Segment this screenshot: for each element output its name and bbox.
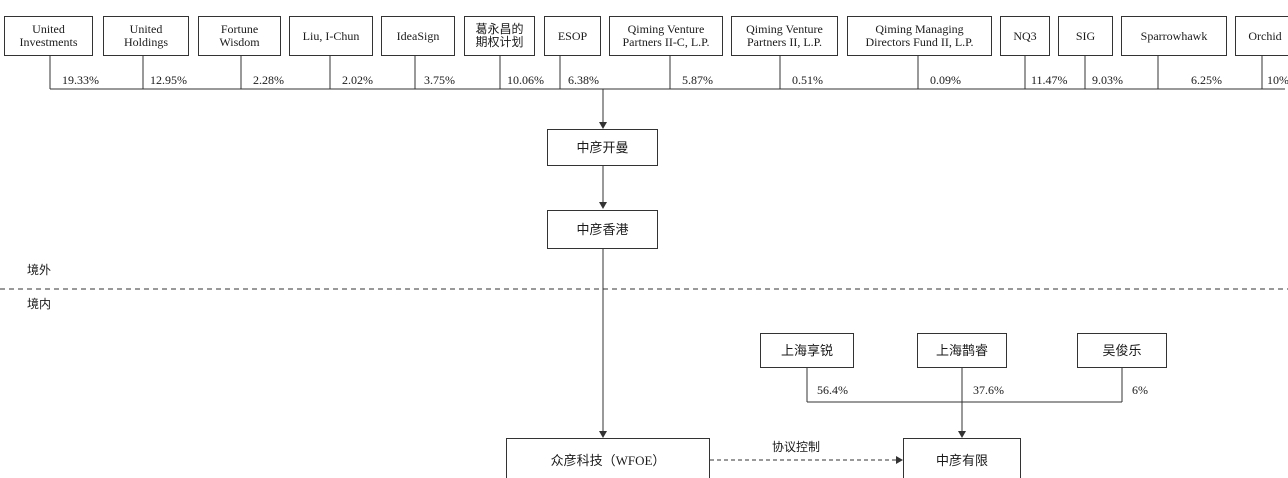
shareholder-box: 葛永昌的 期权计划 [464,16,535,56]
shareholder-box: United Holdings [103,16,189,56]
domestic-shareholder-box: 吴俊乐 [1077,333,1167,368]
domestic-shareholding-percentage: 6% [1132,383,1148,397]
domestic-shareholder-box: 上海享锐 [760,333,854,368]
entity-hong-kong: 中彦香港 [547,210,658,249]
shareholding-percentage: 0.51% [792,73,823,87]
shareholder-box: ESOP [544,16,601,56]
shareholding-percentage: 2.28% [253,73,284,87]
shareholding-percentage: 10% [1267,73,1288,87]
shareholding-percentage: 6.25% [1191,73,1222,87]
shareholding-percentage: 0.09% [930,73,961,87]
shareholding-percentage: 3.75% [424,73,455,87]
vie-arrowhead [896,456,903,464]
arrowhead-cayman [599,122,607,129]
shareholding-percentage: 10.06% [507,73,544,87]
shareholding-percentage: 9.03% [1092,73,1123,87]
shareholding-percentage: 6.38% [568,73,599,87]
shareholding-percentage: 11.47% [1031,73,1068,87]
domestic-shareholder-box: 上海鹊睿 [917,333,1007,368]
shareholder-box: Qiming Managing Directors Fund II, L.P. [847,16,992,56]
shareholder-box: Fortune Wisdom [198,16,281,56]
domestic-shareholding-percentage: 37.6% [973,383,1004,397]
domestic-shareholding-percentage: 56.4% [817,383,848,397]
shareholder-box: Orchid [1235,16,1288,56]
shareholding-percentage: 12.95% [150,73,187,87]
arrowhead-hk [599,202,607,209]
arrowhead-domestic [958,431,966,438]
shareholder-box: Liu, I-Chun [289,16,373,56]
entity-domestic-company: 中彦有限 [903,438,1021,478]
arrowhead-wfoe [599,431,607,438]
shareholding-percentage: 5.87% [682,73,713,87]
shareholder-box: IdeaSign [381,16,455,56]
shareholder-box: SIG [1058,16,1113,56]
shareholding-percentage: 19.33% [62,73,99,87]
shareholder-box: Qiming Venture Partners II-C, L.P. [609,16,723,56]
vie-control-label: 协议控制 [772,440,821,454]
entity-wfoe: 众彦科技（WFOE） [506,438,710,478]
shareholder-box: United Investments [4,16,93,56]
shareholder-box: Qiming Venture Partners II, L.P. [731,16,838,56]
entity-cayman: 中彦开曼 [547,129,658,166]
zone-label-offshore: 境外 [27,263,52,277]
zone-label-onshore: 境内 [27,297,52,311]
shareholder-box: Sparrowhawk [1121,16,1227,56]
shareholding-percentage: 2.02% [342,73,373,87]
shareholder-box: NQ3 [1000,16,1050,56]
